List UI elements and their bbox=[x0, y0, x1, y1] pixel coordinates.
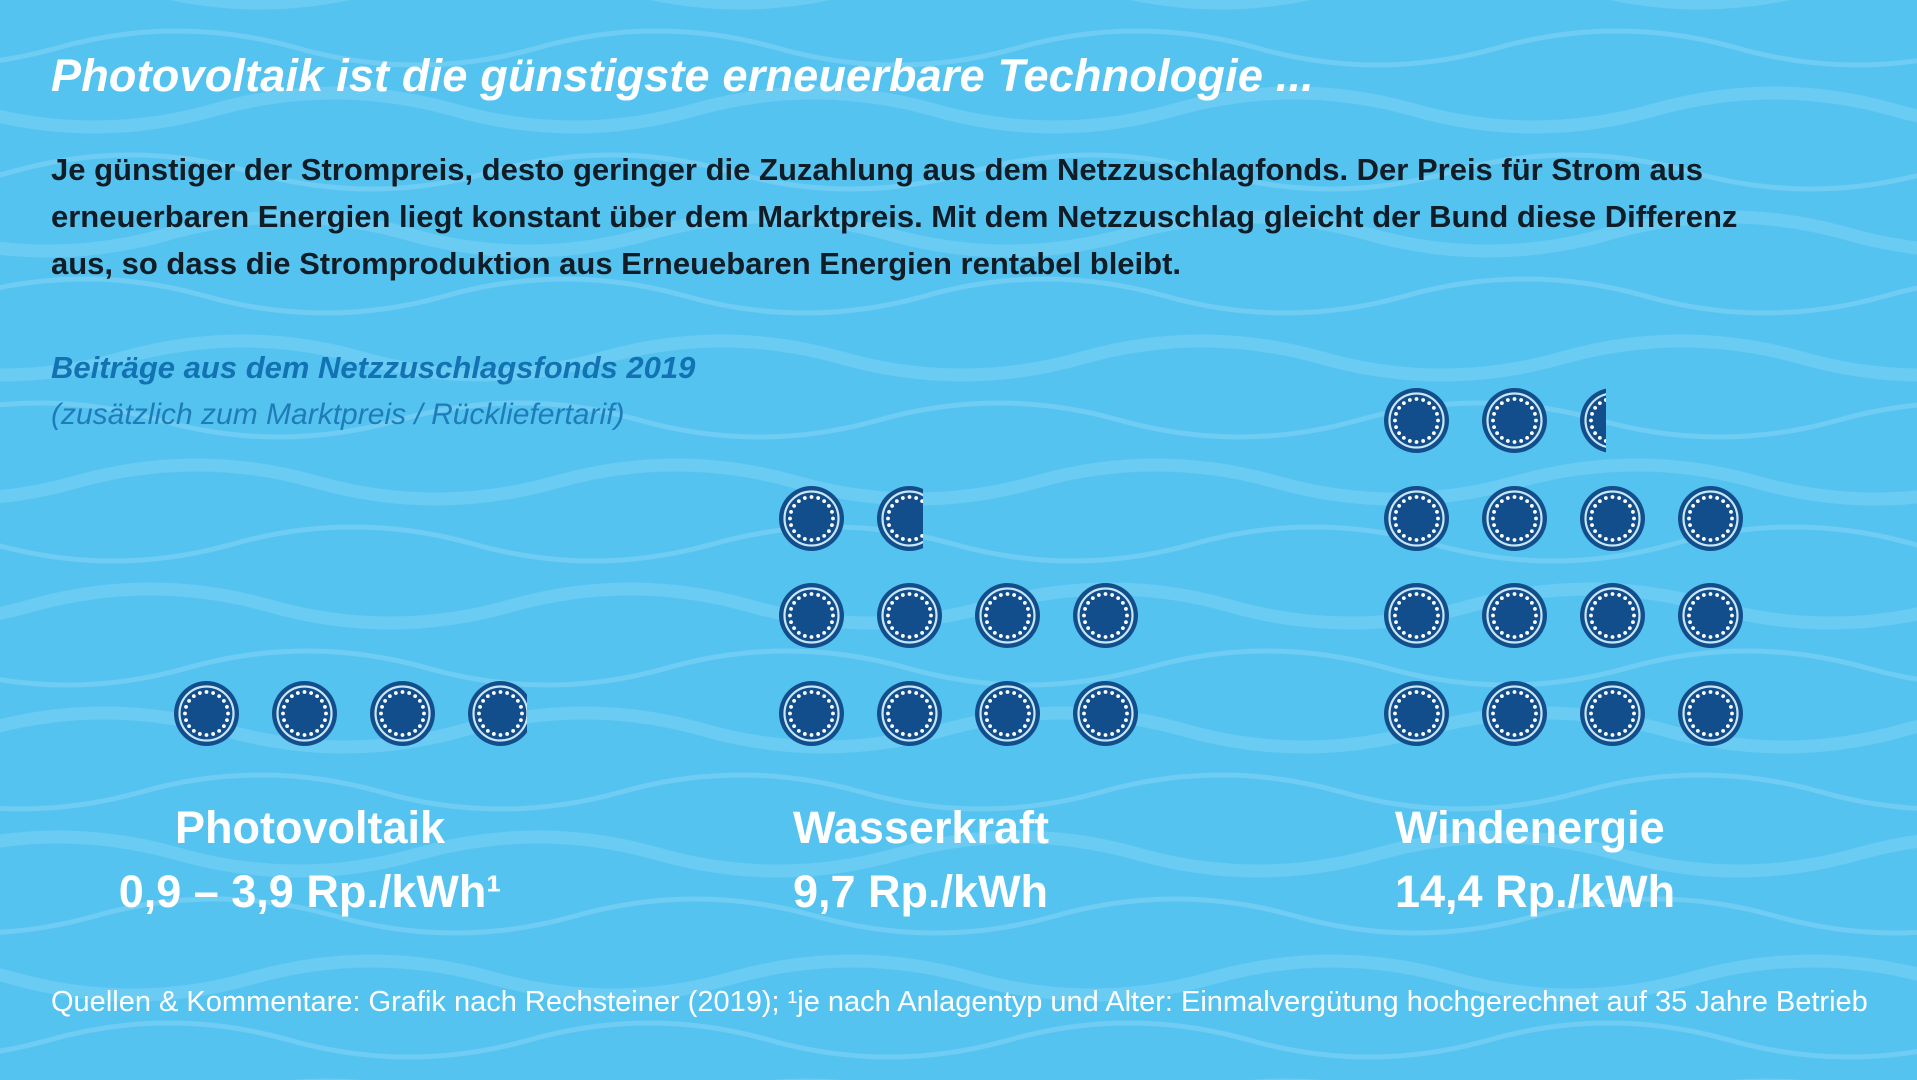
coin-icon-windenergie bbox=[1384, 583, 1449, 648]
group-name-wasserkraft: Wasserkraft bbox=[793, 802, 1049, 853]
coin-icon-windenergie bbox=[1482, 485, 1547, 551]
intro-paragraph: Je günstiger der Strompreis, desto gerin… bbox=[51, 152, 1738, 281]
coin-icon-wasserkraft bbox=[975, 583, 1040, 648]
coin-icon-wasserkraft bbox=[779, 485, 844, 551]
coin-icon-windenergie bbox=[1384, 485, 1449, 551]
coin-icon-windenergie bbox=[1580, 485, 1645, 551]
coin-icon-wasserkraft bbox=[1073, 680, 1138, 746]
coin-icon-wasserkraft bbox=[779, 680, 844, 746]
coin-icon-windenergie bbox=[1678, 485, 1743, 551]
coin-icon-photovoltaik bbox=[370, 680, 435, 746]
coin-icon-photovoltaik bbox=[468, 680, 527, 746]
coin-icon-photovoltaik bbox=[174, 680, 239, 746]
coin-icon-windenergie bbox=[1580, 680, 1645, 746]
page-title: Photovoltaik ist die günstigste erneuerb… bbox=[51, 50, 1314, 101]
coin-icon-wasserkraft bbox=[1073, 583, 1138, 648]
coin-icon-windenergie bbox=[1482, 680, 1547, 746]
coin-icon-wasserkraft bbox=[779, 583, 844, 648]
group-value-photovoltaik: 0,9 – 3,9 Rp./kWh¹ bbox=[118, 866, 502, 917]
coin-icon-windenergie bbox=[1678, 583, 1743, 648]
coin-icon-windenergie bbox=[1384, 680, 1449, 746]
chart-title: Beiträge aus dem Netzzuschlagsfonds 2019 bbox=[51, 350, 696, 385]
coin-icon-windenergie bbox=[1482, 388, 1547, 453]
group-value-windenergie: 14,4 Rp./kWh bbox=[1395, 866, 1676, 917]
group-label-windenergie: Windenergie 14,4 Rp./kWh bbox=[1395, 796, 1915, 924]
group-name-photovoltaik: Photovoltaik bbox=[174, 802, 446, 853]
group-label-photovoltaik: Photovoltaik 0,9 – 3,9 Rp./kWh¹ bbox=[55, 796, 565, 924]
group-name-windenergie: Windenergie bbox=[1395, 802, 1665, 853]
coin-icon-windenergie bbox=[1678, 680, 1743, 746]
coin-icon-wasserkraft bbox=[877, 680, 942, 746]
source-footnote: Quellen & Kommentare: Grafik nach Rechst… bbox=[51, 986, 1868, 1018]
coin-icon-windenergie bbox=[1482, 583, 1547, 648]
coin-icon-wasserkraft bbox=[877, 485, 923, 551]
coin-icon-windenergie bbox=[1384, 388, 1449, 453]
coin-icon-windenergie bbox=[1580, 583, 1645, 648]
group-label-wasserkraft: Wasserkraft 9,7 Rp./kWh bbox=[793, 796, 1313, 924]
coin-icon-windenergie bbox=[1580, 388, 1606, 453]
coin-icon-wasserkraft bbox=[877, 583, 942, 648]
chart-subtitle: (zusätzlich zum Marktpreis / Rückliefert… bbox=[51, 398, 625, 431]
group-value-wasserkraft: 9,7 Rp./kWh bbox=[793, 866, 1049, 917]
coin-icon-wasserkraft bbox=[975, 680, 1040, 746]
coin-icon-photovoltaik bbox=[272, 680, 337, 746]
